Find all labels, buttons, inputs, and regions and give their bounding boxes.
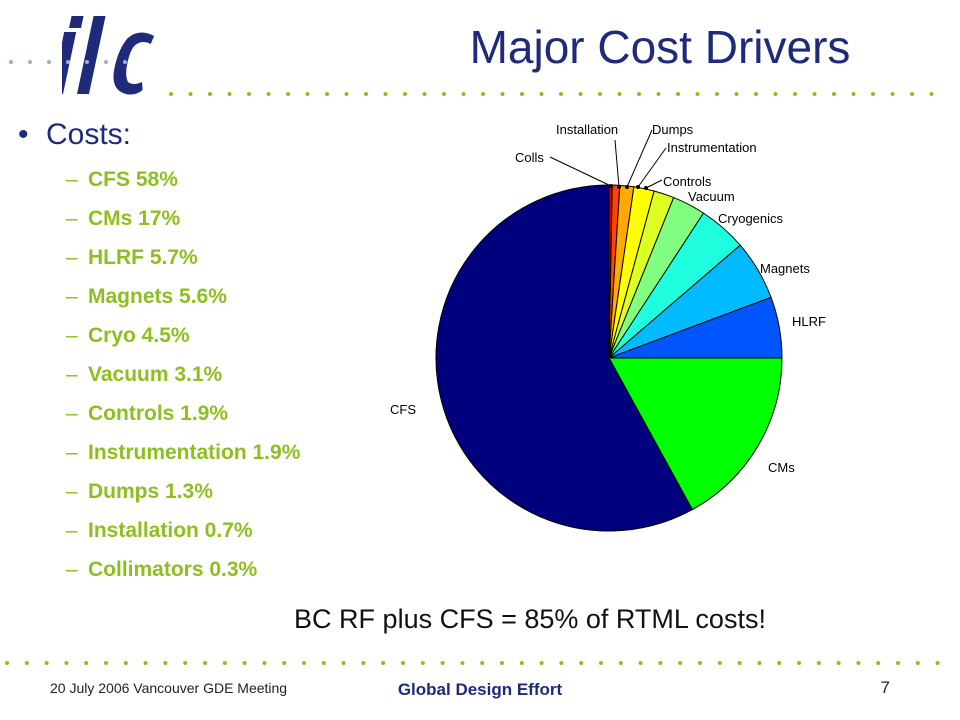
pie-label-instrumentation: Instrumentation — [667, 140, 757, 155]
bullet-dot: • — [18, 118, 29, 151]
list-item-text: Cryo 4.5% — [88, 324, 190, 347]
leader-tip-colls — [609, 184, 613, 188]
list-item: – Cryo 4.5% — [66, 324, 190, 347]
costs-label: Costs: — [46, 118, 132, 151]
list-item-text: Instrumentation 1.9% — [88, 441, 301, 464]
pie-label-installation: Installation — [556, 122, 618, 137]
list-item-text: Magnets 5.6% — [88, 285, 227, 308]
list-item: – CMs 17% — [66, 207, 181, 230]
list-item: – Installation 0.7% — [66, 519, 253, 542]
pie-label-controls: Controls — [663, 174, 712, 189]
pie-svg: CFS CMs HLRF Magnets Cryogenics VacuumControl… — [390, 122, 826, 532]
top-left-dots — [8, 59, 128, 65]
pie-label-magnets: Magnets — [760, 261, 810, 276]
pie-label-cms: CMs — [768, 460, 795, 475]
list-item-text: CFS 58% — [88, 168, 178, 191]
footer-org: Global Design Effort — [397, 680, 563, 699]
leader-tip-instrumentation — [636, 185, 640, 189]
pie-label-colls: Colls — [515, 150, 544, 165]
pie-label-cryogenics: Cryogenics — [718, 211, 784, 226]
list-item-text: Controls 1.9% — [88, 402, 229, 425]
page-number: 7 — [880, 678, 890, 697]
list-item: – Vacuum 3.1% — [66, 363, 223, 386]
pie-slice-cfs — [435, 184, 694, 532]
list-item-text: Vacuum 3.1% — [88, 363, 223, 386]
list-item: – CFS 58% — [66, 168, 178, 191]
list-item: – Magnets 5.6% — [66, 285, 227, 308]
leader-line-colls — [549, 156, 612, 187]
pie-label-vacuum: Vacuum — [688, 189, 735, 204]
list-item-text: HLRF 5.7% — [88, 246, 198, 269]
header-dots — [168, 91, 950, 97]
list-item-text: CMs 17% — [88, 207, 181, 230]
pie-slice-cms — [608, 357, 783, 511]
footer-date: 20 July 2006 Vancouver GDE Meeting — [50, 680, 288, 696]
leader-tip-dumps — [625, 185, 629, 189]
list-item: – Collimators 0.3% — [66, 558, 258, 581]
leader-line-controls — [645, 179, 663, 189]
list-item: – Dumps 1.3% — [66, 480, 213, 503]
list-item-text: Collimators 0.3% — [88, 558, 258, 581]
list-item: – Instrumentation 1.9% — [66, 441, 301, 464]
list-item: – Controls 1.9% — [66, 402, 229, 425]
leader-line-installation — [614, 139, 620, 188]
pie-label-cfs: CFS — [390, 402, 416, 417]
leader-line-dumps — [626, 129, 653, 188]
list-item-text: Installation 0.7% — [88, 519, 253, 542]
cost-list: – CFS 58% – CMs 17% – HLRF 5.7% – Magnets 5.… — [66, 160, 300, 589]
list-item: – HLRF 5.7% — [66, 246, 198, 269]
pie-label-hlrf: HLRF — [792, 314, 826, 329]
costs-bullet: • Costs: — [18, 118, 131, 152]
callout-text: BC RF plus CFS = 85% of RTML costs! — [294, 604, 766, 634]
cost-pie-chart: CFS CMs HLRF Magnets Cryogenics Vacuum Control… — [370, 112, 850, 552]
leader-line-instrumentation — [637, 147, 667, 188]
leader-tip-controls — [644, 186, 648, 190]
leader-tip-installation — [617, 185, 621, 189]
pie-label-dumps: Dumps — [652, 122, 694, 137]
slide-title: Major Cost Drivers — [469, 21, 851, 73]
list-item-text: Dumps 1.3% — [88, 480, 213, 503]
footer-dots — [4, 660, 956, 666]
